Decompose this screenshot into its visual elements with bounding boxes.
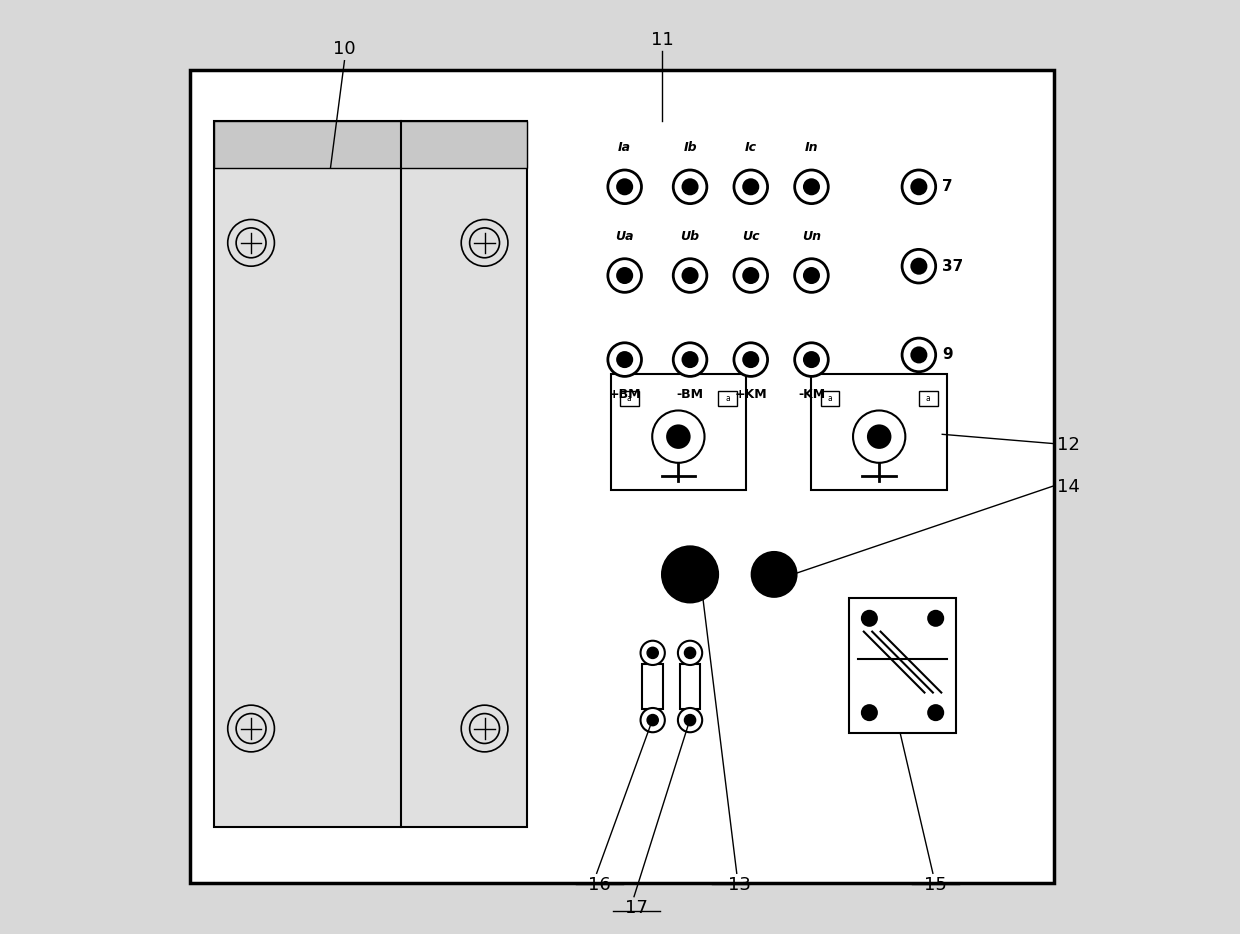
Circle shape — [751, 552, 796, 597]
Circle shape — [647, 715, 658, 726]
Circle shape — [228, 705, 274, 752]
Circle shape — [641, 708, 665, 732]
Circle shape — [608, 343, 641, 376]
Circle shape — [678, 641, 702, 665]
Circle shape — [804, 352, 818, 367]
Bar — [680, 664, 701, 709]
Circle shape — [673, 170, 707, 204]
Circle shape — [618, 268, 632, 283]
Text: Ub: Ub — [681, 230, 699, 243]
Circle shape — [667, 426, 689, 448]
Bar — [811, 374, 947, 490]
Bar — [718, 391, 737, 406]
Circle shape — [734, 170, 768, 204]
Bar — [610, 374, 746, 490]
Circle shape — [673, 259, 707, 292]
Circle shape — [734, 343, 768, 376]
Circle shape — [461, 705, 508, 752]
Text: a: a — [725, 394, 730, 403]
Text: Ia: Ia — [619, 141, 631, 154]
Text: In: In — [805, 141, 818, 154]
Circle shape — [652, 411, 704, 463]
Circle shape — [608, 259, 641, 292]
Text: 12: 12 — [1058, 435, 1080, 454]
Text: 9: 9 — [942, 347, 952, 362]
Circle shape — [901, 249, 936, 283]
Circle shape — [862, 705, 877, 720]
Bar — [821, 391, 839, 406]
Circle shape — [682, 268, 698, 283]
Text: 16: 16 — [588, 876, 611, 894]
Circle shape — [901, 338, 936, 372]
Circle shape — [682, 352, 698, 367]
Circle shape — [684, 715, 696, 726]
Text: Ic: Ic — [745, 141, 756, 154]
Circle shape — [684, 647, 696, 658]
Circle shape — [795, 259, 828, 292]
Text: 14: 14 — [1058, 477, 1080, 496]
Circle shape — [673, 343, 707, 376]
Circle shape — [929, 705, 944, 720]
Bar — [213, 121, 527, 827]
Circle shape — [647, 647, 658, 658]
Bar — [213, 121, 527, 168]
Circle shape — [228, 219, 274, 266]
Text: 17: 17 — [625, 899, 649, 917]
Text: 10: 10 — [334, 40, 356, 58]
Circle shape — [853, 411, 905, 463]
Text: 11: 11 — [651, 31, 673, 49]
Circle shape — [862, 611, 877, 626]
Text: -BM: -BM — [677, 388, 703, 401]
Circle shape — [461, 219, 508, 266]
Text: Ua: Ua — [615, 230, 634, 243]
Text: 15: 15 — [924, 876, 947, 894]
Circle shape — [911, 347, 926, 362]
Text: Ib: Ib — [683, 141, 697, 154]
Circle shape — [868, 426, 890, 448]
Text: -KM: -KM — [797, 388, 825, 401]
Text: a: a — [828, 394, 832, 403]
Text: Un: Un — [802, 230, 821, 243]
Circle shape — [618, 352, 632, 367]
Text: 37: 37 — [942, 259, 963, 274]
Circle shape — [678, 708, 702, 732]
Circle shape — [618, 179, 632, 194]
Circle shape — [911, 179, 926, 194]
Circle shape — [804, 268, 818, 283]
Circle shape — [911, 259, 926, 274]
Circle shape — [608, 170, 641, 204]
Circle shape — [929, 611, 944, 626]
Circle shape — [901, 170, 936, 204]
Text: 7: 7 — [942, 179, 952, 194]
Circle shape — [743, 352, 758, 367]
Text: +BM: +BM — [609, 388, 641, 401]
Text: 13: 13 — [728, 876, 751, 894]
Circle shape — [795, 170, 828, 204]
Circle shape — [662, 546, 718, 602]
Circle shape — [743, 268, 758, 283]
Text: +KM: +KM — [734, 388, 768, 401]
Text: a: a — [926, 394, 930, 403]
Circle shape — [641, 641, 665, 665]
Bar — [919, 391, 937, 406]
Circle shape — [734, 259, 768, 292]
Circle shape — [682, 179, 698, 194]
Bar — [620, 391, 639, 406]
Circle shape — [795, 343, 828, 376]
Text: a: a — [627, 394, 631, 403]
Circle shape — [743, 179, 758, 194]
Text: Uc: Uc — [742, 230, 760, 243]
Circle shape — [804, 179, 818, 194]
Bar — [849, 598, 956, 733]
Bar — [642, 664, 663, 709]
Bar — [191, 70, 1054, 883]
